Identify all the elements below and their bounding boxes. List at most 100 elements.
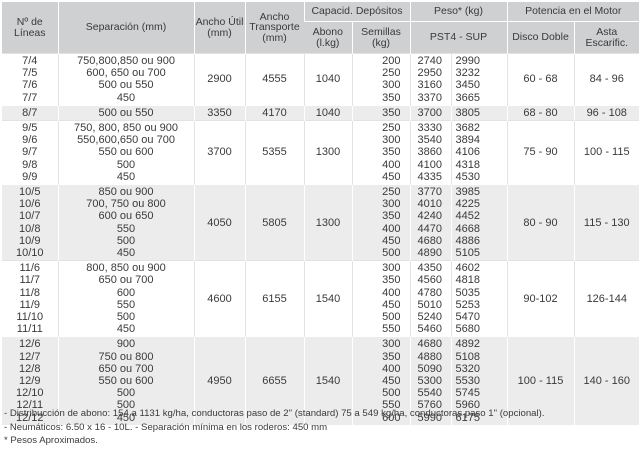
cell-semillas-value: 350 xyxy=(382,106,401,119)
cell-peso-pst4: 3770 4010 4240 4470 4680 4890 xyxy=(409,184,451,261)
cell-separacion: 850 ou 900 700, 750 ou 800 600 ou 650 550 50… xyxy=(57,184,194,261)
cell-abono: 1040 xyxy=(303,104,352,121)
cell-lineas-value: 12/9 xyxy=(19,375,41,388)
cell-lineas: 7/4 7/5 7/6 7/7 xyxy=(2,53,58,106)
cell-disco-doble: 60 - 68 xyxy=(506,53,574,106)
cell-peso-pst4-value: 4880 xyxy=(417,350,442,363)
cell-semillas-value: 500 xyxy=(382,387,401,400)
footnote-neumaticos: - Neumáticos: 6.50 x 16 - 10L. - Separac… xyxy=(4,421,328,433)
cell-lineas-value: 9/8 xyxy=(22,158,38,171)
cell-disco-doble: 100 - 115 xyxy=(506,336,574,425)
cell-semillas-value: 450 xyxy=(382,234,401,247)
header-abono: Abono (l.kg) xyxy=(304,21,352,54)
table-row: 8/7 500 ou 550 3350 4170 1040 350 3700 3805 68 -… xyxy=(2,104,639,121)
cell-ancho-transporte: 4555 xyxy=(244,53,304,106)
cell-lineas-value: 11/7 xyxy=(19,274,41,287)
cell-separacion-value: 550 ou 600 xyxy=(98,146,154,159)
cell-peso-sup-value: 5105 xyxy=(455,247,480,260)
cell-peso-sup: 3682 3894 4106 4318 4530 xyxy=(450,120,507,185)
cell-lineas-value: 12/7 xyxy=(19,350,41,363)
cell-peso-pst4-value: 4560 xyxy=(417,274,442,287)
cell-peso-pst4: 3330 3540 3860 4100 4335 xyxy=(409,120,451,185)
cell-semillas-value: 600 xyxy=(382,411,401,424)
cell-ancho-util: 4050 xyxy=(193,184,245,261)
table-header: Nº de Líneas Separación (mm) Ancho Útil … xyxy=(2,2,639,54)
cell-lineas-value: 7/6 xyxy=(22,79,38,92)
cell-peso-sup-value: 4892 xyxy=(455,338,480,351)
cell-semillas-value: 300 xyxy=(382,134,401,147)
cell-separacion: 800, 850 ou 900 650 ou 700 600 550 500 450 xyxy=(57,260,194,337)
cell-peso-sup-value: 4318 xyxy=(455,158,480,171)
footnote-abono: - Distribucción de abono: 154 a 1131 kg/… xyxy=(4,408,545,419)
cell-lineas-value: 12/11 xyxy=(16,399,44,412)
cell-separacion-value: 700, 750 ou 800 xyxy=(86,198,166,211)
cell-semillas-value: 400 xyxy=(382,362,401,375)
cell-lineas: 10/5 10/6 10/7 10/8 10/9 10/10 xyxy=(2,184,58,261)
cell-lineas-value: 9/5 xyxy=(22,122,38,135)
cell-peso-sup-value: 3894 xyxy=(455,134,480,147)
cell-lineas-value: 7/7 xyxy=(22,91,38,104)
header-semillas: Semillas (kg) xyxy=(351,21,410,54)
cell-peso-pst4: 3700 xyxy=(409,104,451,121)
cell-asta-escarific: 96 - 108 xyxy=(573,104,639,121)
cell-semillas-value: 250 xyxy=(382,186,401,199)
cell-lineas-value: 11/10 xyxy=(16,311,44,324)
cell-lineas-value: 12/10 xyxy=(15,387,44,400)
cell-peso-pst4-value: 4010 xyxy=(417,198,442,211)
cell-peso-sup-value: 3450 xyxy=(455,79,480,92)
cell-lineas-value: 11/6 xyxy=(19,262,41,275)
cell-separacion-value: 450 xyxy=(116,323,136,336)
cell-lineas-value: 9/7 xyxy=(22,146,38,159)
header-lineas: Nº de Líneas xyxy=(2,2,58,54)
cell-peso-sup-value: 6175 xyxy=(455,411,480,424)
cell-separacion-value: 600 ou 650 xyxy=(98,210,154,223)
cell-lineas-value: 7/4 xyxy=(22,55,38,67)
cell-semillas: 300 350 400 450 500 550 600 xyxy=(351,336,410,425)
cell-disco-doble: 68 - 80 xyxy=(506,104,574,121)
cell-ancho-util: 4950 xyxy=(193,336,245,425)
cell-peso-pst4-value: 3160 xyxy=(417,79,442,92)
cell-semillas-value: 450 xyxy=(382,298,401,311)
cell-semillas-value: 500 xyxy=(382,311,401,324)
table-row: 9/5 9/6 9/7 9/8 9/9 750, 800, 850 ou 900 550,6… xyxy=(2,120,639,185)
cell-peso-sup-value: 5035 xyxy=(455,286,480,299)
cell-lineas: 12/6 12/7 12/8 12/9 12/10 12/11 12/12 xyxy=(2,336,58,425)
cell-peso-sup-value: 5253 xyxy=(455,298,480,311)
cell-peso-sup: 3985 4225 4452 4668 4886 5105 xyxy=(450,184,507,261)
cell-separacion-value: 650 ou 700 xyxy=(98,274,154,287)
cell-peso-sup-value: 5680 xyxy=(455,323,480,336)
cell-peso-sup-value: 5470 xyxy=(455,311,480,324)
cell-peso-pst4-value: 4350 xyxy=(417,262,442,275)
cell-peso-pst4-value: 5460 xyxy=(417,323,442,336)
table-row: 7/4 7/5 7/6 7/7 750,800,850 ou 900 600, 650 o… xyxy=(2,53,639,106)
cell-lineas-value: 11/11 xyxy=(16,323,43,336)
cell-separacion-value: 450 xyxy=(116,91,136,104)
cell-peso-sup-value: 4452 xyxy=(455,210,480,223)
cell-semillas-value: 300 xyxy=(382,262,401,275)
cell-abono: 1540 xyxy=(303,336,352,425)
cell-separacion: 900 750 ou 800 650 ou 700 550 ou 600 500 500 4… xyxy=(57,336,194,425)
cell-peso-pst4-value: 4240 xyxy=(417,210,442,223)
cell-peso-pst4-value: 3700 xyxy=(417,106,442,119)
cell-peso-pst4-value: 4335 xyxy=(417,170,442,183)
cell-peso-pst4-value: 5090 xyxy=(417,362,442,375)
header-peso: Peso* (kg) xyxy=(409,2,507,22)
header-potencia: Potencia en el Motor xyxy=(506,2,639,22)
cell-ancho-util: 2900 xyxy=(193,53,245,106)
cell-semillas-value: 350 xyxy=(382,146,401,159)
header-ancho-util: Ancho Útil (mm) xyxy=(193,2,245,54)
cell-separacion-value: 550,600,650 ou 700 xyxy=(77,134,175,147)
cell-semillas-value: 200 xyxy=(382,55,401,67)
cell-separacion-value: 650 ou 700 xyxy=(98,362,154,375)
cell-ancho-util: 3350 xyxy=(193,104,245,121)
cell-separacion-value: 500 ou 550 xyxy=(98,106,154,119)
cell-peso-sup-value: 4225 xyxy=(455,198,480,211)
cell-semillas-value: 350 xyxy=(382,350,401,363)
table-body: 7/4 7/5 7/6 7/7 750,800,850 ou 900 600, 650 o… xyxy=(2,53,639,425)
cell-lineas-value: 8/7 xyxy=(22,106,38,119)
header-asta: Asta Escarific. xyxy=(573,21,639,54)
header-peso-sub: PST4 - SUP xyxy=(409,21,507,54)
cell-peso-sup-value: 5320 xyxy=(455,362,480,375)
cell-ancho-transporte: 5805 xyxy=(244,184,304,261)
cell-peso-sup-value: 3682 xyxy=(455,122,480,135)
